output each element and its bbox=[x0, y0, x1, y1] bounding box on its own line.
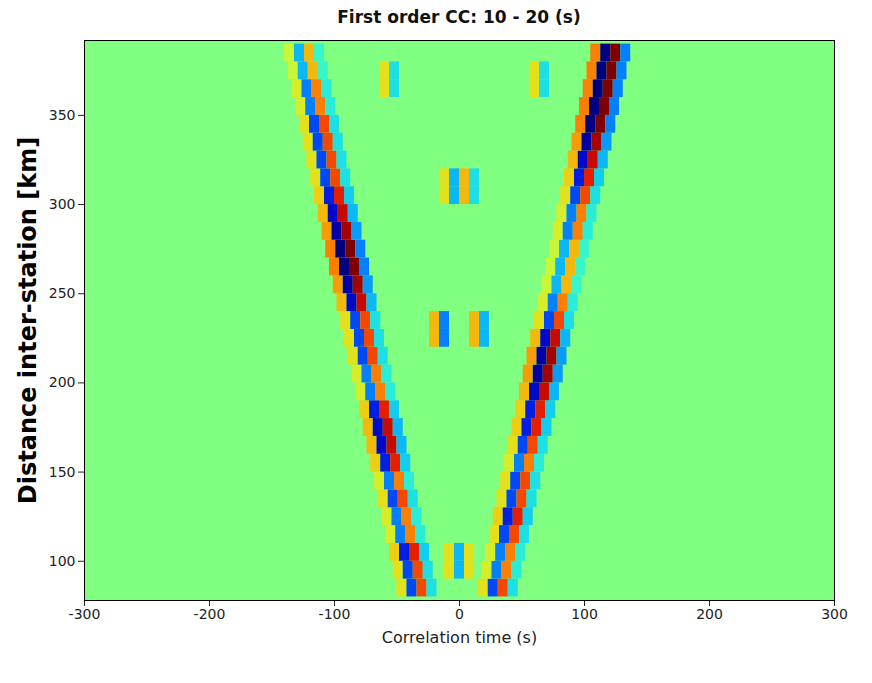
svg-text:150: 150 bbox=[49, 464, 76, 480]
svg-text:300: 300 bbox=[49, 196, 76, 212]
svg-text:350: 350 bbox=[49, 107, 76, 123]
svg-text:200: 200 bbox=[49, 374, 76, 390]
svg-text:200: 200 bbox=[696, 606, 723, 622]
svg-text:Distance inter-station [km]: Distance inter-station [km] bbox=[14, 137, 42, 504]
svg-text:-100: -100 bbox=[319, 606, 351, 622]
svg-text:0: 0 bbox=[455, 606, 464, 622]
svg-text:Correlation time (s): Correlation time (s) bbox=[382, 628, 537, 647]
svg-text:-300: -300 bbox=[69, 606, 101, 622]
svg-text:250: 250 bbox=[49, 285, 76, 301]
svg-text:300: 300 bbox=[821, 606, 848, 622]
html-text:First order CC: 10 - 20 (s): First order CC: 10 - 20 (s) bbox=[337, 7, 581, 27]
svg-text:100: 100 bbox=[49, 553, 76, 569]
svg-text:100: 100 bbox=[571, 606, 598, 622]
svg-text:-200: -200 bbox=[194, 606, 226, 622]
